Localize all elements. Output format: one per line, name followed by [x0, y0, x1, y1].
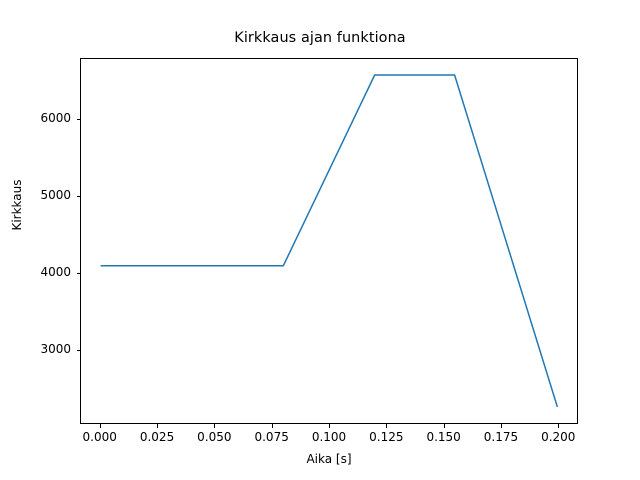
y-axis-label: Kirkkaus — [10, 179, 24, 231]
y-tick-label: 4000 — [40, 264, 71, 279]
y-tick-mark — [76, 349, 80, 351]
x-tick-mark — [99, 424, 101, 428]
y-tick-mark — [76, 196, 80, 198]
x-tick-mark — [500, 424, 502, 428]
y-tick-mark — [76, 119, 80, 121]
data-series-line — [100, 74, 559, 408]
y-tick-label: 6000 — [40, 111, 71, 126]
x-tick-label: 0.100 — [311, 430, 347, 444]
x-tick-label: 0.150 — [426, 430, 461, 444]
x-tick-label: 0.175 — [483, 430, 519, 444]
plot-svg — [100, 74, 559, 408]
y-tick-label: 3000 — [40, 341, 71, 356]
x-tick-label: 0.025 — [139, 430, 175, 444]
x-tick-mark — [329, 424, 330, 428]
x-tick-label: 0.075 — [254, 430, 289, 444]
x-tick-label: 0.200 — [541, 430, 576, 444]
x-tick-label: 0.125 — [369, 430, 404, 444]
x-tick-mark — [386, 424, 388, 428]
y-tick-mark — [76, 272, 80, 274]
x-axis-label: Aika [s] — [306, 452, 352, 466]
x-tick-label: 0.000 — [82, 430, 117, 444]
x-tick-mark — [443, 424, 445, 428]
y-tick-label: 5000 — [40, 188, 71, 203]
x-tick-mark — [214, 424, 216, 428]
chart-title: Kirkkaus ajan funktiona — [234, 30, 406, 46]
x-tick-mark — [271, 424, 273, 428]
x-tick-label: 0.050 — [197, 430, 232, 444]
x-tick-mark — [157, 424, 159, 428]
x-tick-mark — [558, 424, 560, 428]
plot-area — [80, 58, 578, 424]
